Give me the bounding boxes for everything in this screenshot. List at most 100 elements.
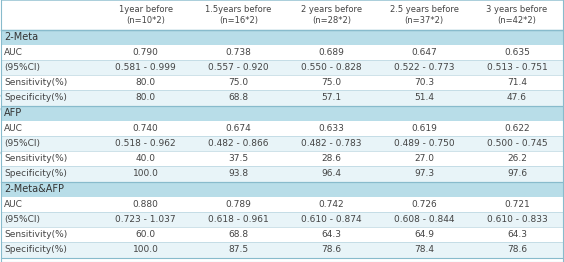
Text: 0.610 - 0.874: 0.610 - 0.874: [301, 215, 362, 224]
Bar: [1, 227, 99, 242]
Bar: [470, 45, 563, 60]
Bar: [378, 75, 470, 90]
Text: 87.5: 87.5: [228, 245, 249, 254]
Bar: [99, 121, 192, 136]
Bar: [285, 197, 378, 212]
Bar: [192, 136, 285, 151]
Bar: [285, 242, 378, 258]
Bar: [378, 60, 470, 75]
Text: 3 years before
(n=42*2): 3 years before (n=42*2): [486, 5, 548, 25]
Text: Sensitivity(%): Sensitivity(%): [4, 230, 67, 239]
Bar: [1, 45, 99, 60]
Bar: [192, 212, 285, 227]
Bar: [378, 227, 470, 242]
Text: 0.489 - 0.750: 0.489 - 0.750: [394, 139, 455, 148]
Text: AUC: AUC: [4, 200, 23, 209]
Text: 0.742: 0.742: [319, 200, 344, 209]
Bar: [378, 212, 470, 227]
Bar: [378, 242, 470, 258]
Text: AUC: AUC: [4, 124, 23, 133]
Text: 0.482 - 0.783: 0.482 - 0.783: [301, 139, 362, 148]
Text: 0.610 - 0.833: 0.610 - 0.833: [487, 215, 548, 224]
Bar: [1, 60, 99, 75]
Text: 60.0: 60.0: [135, 230, 156, 239]
Bar: [99, 45, 192, 60]
Text: 0.726: 0.726: [411, 200, 437, 209]
Text: 80.0: 80.0: [135, 94, 156, 102]
Bar: [99, 166, 192, 182]
Bar: [1, 106, 563, 121]
Text: 57.1: 57.1: [321, 94, 341, 102]
Text: 2.5 years before
(n=37*2): 2.5 years before (n=37*2): [390, 5, 459, 25]
Text: 75.0: 75.0: [228, 78, 249, 87]
Bar: [192, 45, 285, 60]
Bar: [1, 182, 563, 197]
Text: 0.518 - 0.962: 0.518 - 0.962: [116, 139, 176, 148]
Text: 0.635: 0.635: [504, 48, 530, 57]
Text: 0.789: 0.789: [226, 200, 252, 209]
Bar: [285, 90, 378, 106]
Bar: [470, 212, 563, 227]
Text: 37.5: 37.5: [228, 154, 249, 163]
Bar: [378, 151, 470, 166]
Bar: [99, 197, 192, 212]
Text: 100.0: 100.0: [133, 245, 158, 254]
Text: 27.0: 27.0: [414, 154, 434, 163]
Text: 51.4: 51.4: [414, 94, 434, 102]
Bar: [285, 121, 378, 136]
Bar: [285, 151, 378, 166]
Text: (95%CI): (95%CI): [4, 215, 40, 224]
Text: 1.5years before
(n=16*2): 1.5years before (n=16*2): [205, 5, 272, 25]
Bar: [1, 121, 99, 136]
Text: 0.622: 0.622: [504, 124, 530, 133]
Text: 93.8: 93.8: [228, 170, 249, 178]
Text: Sensitivity(%): Sensitivity(%): [4, 154, 67, 163]
Text: 64.3: 64.3: [321, 230, 341, 239]
Bar: [192, 75, 285, 90]
Bar: [470, 166, 563, 182]
Bar: [1, 197, 99, 212]
Bar: [470, 0, 563, 30]
Text: 0.738: 0.738: [226, 48, 252, 57]
Bar: [470, 90, 563, 106]
Text: 0.880: 0.880: [133, 200, 158, 209]
Text: 75.0: 75.0: [321, 78, 341, 87]
Text: 0.618 - 0.961: 0.618 - 0.961: [208, 215, 269, 224]
Text: 100.0: 100.0: [133, 170, 158, 178]
Bar: [378, 136, 470, 151]
Bar: [470, 75, 563, 90]
Text: 0.619: 0.619: [411, 124, 437, 133]
Text: 2-Meta&AFP: 2-Meta&AFP: [4, 184, 64, 194]
Bar: [1, 90, 99, 106]
Text: 0.633: 0.633: [319, 124, 344, 133]
Bar: [470, 151, 563, 166]
Bar: [285, 75, 378, 90]
Text: 0.557 - 0.920: 0.557 - 0.920: [208, 63, 269, 72]
Text: 70.3: 70.3: [414, 78, 434, 87]
Text: 96.4: 96.4: [321, 170, 341, 178]
Bar: [378, 90, 470, 106]
Text: 0.723 - 1.037: 0.723 - 1.037: [116, 215, 176, 224]
Text: 64.3: 64.3: [507, 230, 527, 239]
Text: 0.581 - 0.999: 0.581 - 0.999: [115, 63, 176, 72]
Bar: [1, 166, 99, 182]
Bar: [192, 227, 285, 242]
Bar: [285, 136, 378, 151]
Bar: [378, 197, 470, 212]
Bar: [378, 0, 470, 30]
Bar: [99, 212, 192, 227]
Bar: [378, 45, 470, 60]
Bar: [470, 197, 563, 212]
Text: 0.513 - 0.751: 0.513 - 0.751: [487, 63, 548, 72]
Text: 80.0: 80.0: [135, 78, 156, 87]
Text: 97.6: 97.6: [507, 170, 527, 178]
Bar: [192, 197, 285, 212]
Bar: [1, 0, 99, 30]
Bar: [192, 242, 285, 258]
Text: 0.550 - 0.828: 0.550 - 0.828: [301, 63, 362, 72]
Text: 0.500 - 0.745: 0.500 - 0.745: [487, 139, 547, 148]
Text: 40.0: 40.0: [136, 154, 156, 163]
Text: Sensitivity(%): Sensitivity(%): [4, 78, 67, 87]
Bar: [378, 121, 470, 136]
Text: 28.6: 28.6: [321, 154, 341, 163]
